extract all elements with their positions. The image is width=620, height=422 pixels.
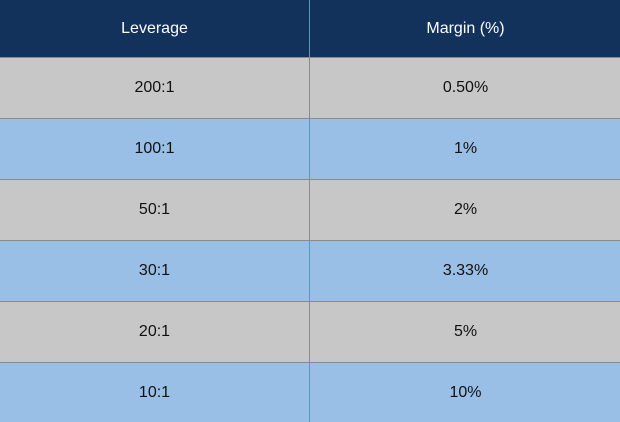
table-row: 50:1 2%: [0, 179, 620, 241]
cell-margin: 10%: [309, 362, 620, 422]
table-body: 200:1 0.50% 100:1 1% 50:1 2% 30:1 3.33% …: [0, 57, 620, 422]
cell-leverage: 200:1: [0, 57, 310, 119]
table-row: 20:1 5%: [0, 301, 620, 363]
header-margin: Margin (%): [309, 0, 620, 58]
cell-leverage: 100:1: [0, 118, 310, 180]
header-row: Leverage Margin (%): [0, 0, 620, 58]
table-row: 100:1 1%: [0, 118, 620, 180]
cell-leverage: 30:1: [0, 240, 310, 302]
table-header: Leverage Margin (%): [0, 0, 620, 58]
table-row: 30:1 3.33%: [0, 240, 620, 302]
cell-leverage: 20:1: [0, 301, 310, 363]
cell-margin: 5%: [309, 301, 620, 363]
table-row: 10:1 10%: [0, 362, 620, 422]
cell-margin: 3.33%: [309, 240, 620, 302]
table-row: 200:1 0.50%: [0, 57, 620, 119]
cell-margin: 1%: [309, 118, 620, 180]
cell-margin: 0.50%: [309, 57, 620, 119]
cell-margin: 2%: [309, 179, 620, 241]
cell-leverage: 50:1: [0, 179, 310, 241]
header-leverage: Leverage: [0, 0, 310, 58]
cell-leverage: 10:1: [0, 362, 310, 422]
